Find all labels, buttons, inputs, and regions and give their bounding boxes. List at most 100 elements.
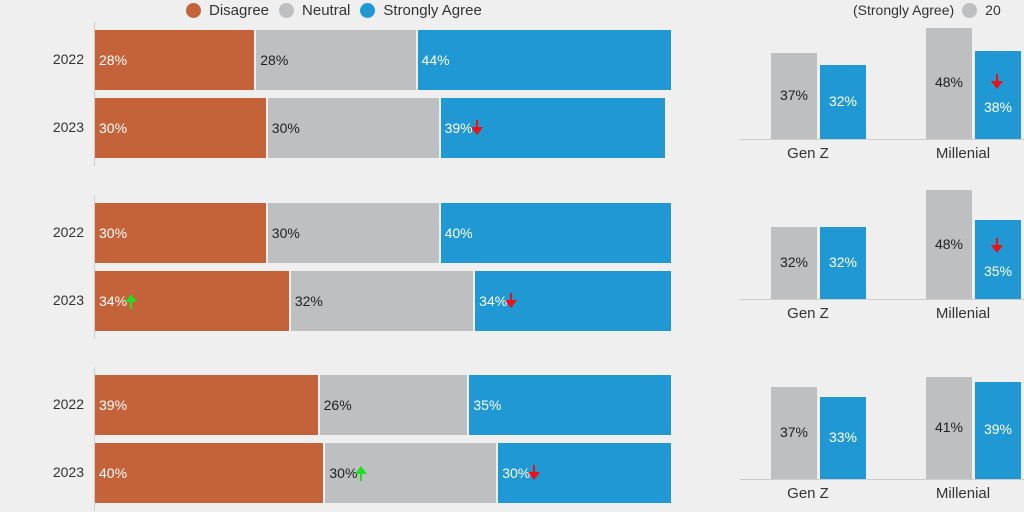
legend-strongly-agree[interactable]: Strongly Agree <box>360 2 482 19</box>
data-label: 34% <box>479 293 508 309</box>
bar-segment-disagree[interactable]: 30% <box>95 98 268 158</box>
arrow-up-icon <box>355 464 368 482</box>
year-label: 2023 <box>52 464 84 480</box>
right-legend-title: (Strongly Agree) <box>853 2 955 18</box>
data-label: 28% <box>99 52 128 68</box>
data-label: 30% <box>99 225 128 241</box>
x-axis-baseline <box>740 139 1024 140</box>
column-bar[interactable]: 32% <box>820 226 866 299</box>
category-label: Millenial <box>935 305 991 322</box>
column-bar[interactable]: 35% <box>975 219 1021 299</box>
stacked-bar-row: 30% 30% 39% <box>95 98 671 158</box>
right-legend-item[interactable]: 20 <box>985 2 1001 18</box>
y-axis-line <box>94 195 95 339</box>
bar-segment-disagree[interactable]: 30% <box>95 203 268 263</box>
year-label: 2022 <box>52 396 84 412</box>
data-label: 39% <box>444 120 473 136</box>
data-label: 39% <box>99 397 128 413</box>
column-bar[interactable]: 32% <box>820 64 866 139</box>
strongly-agree-dot-icon <box>360 3 376 18</box>
data-label: 30% <box>99 120 128 136</box>
stacked-bar-row: 34% 32% 34% <box>95 271 671 331</box>
bar-segment-neutral[interactable]: 32% <box>290 271 476 331</box>
column-bar[interactable]: 33% <box>820 396 866 479</box>
bar-segment-disagree[interactable]: 34% <box>95 271 291 331</box>
column-bar[interactable]: 37% <box>771 53 817 139</box>
data-label: 40% <box>99 465 128 481</box>
year-label: 2022 <box>52 224 84 240</box>
arrow-down-icon <box>991 237 1003 255</box>
data-label: 35% <box>473 397 502 413</box>
legend-disagree[interactable]: Disagree <box>186 2 269 19</box>
bar-segment-disagree[interactable]: 28% <box>95 30 257 90</box>
data-label: 37% <box>779 87 809 104</box>
neutral-dot-icon <box>279 3 295 18</box>
column-bar[interactable]: 38% <box>975 50 1021 139</box>
bar-segment-disagree[interactable]: 39% <box>95 375 320 435</box>
legend-label: Disagree <box>209 2 270 19</box>
data-label: 30% <box>502 465 531 481</box>
data-label: 37% <box>779 423 809 440</box>
column-bar[interactable]: 41% <box>926 376 972 479</box>
legend-dot-icon <box>962 2 978 18</box>
x-axis-baseline <box>740 479 1024 480</box>
bar-segment-strongly-agree[interactable]: 44% <box>417 30 671 90</box>
column-bar[interactable]: 37% <box>771 386 817 479</box>
data-label: 48% <box>934 74 964 91</box>
disagree-dot-icon <box>186 3 201 18</box>
data-label: 30% <box>271 225 300 241</box>
category-label: Gen Z <box>787 145 829 162</box>
stacked-bar-row: 28% 28% 44% <box>95 30 671 90</box>
data-label: 34% <box>99 293 128 309</box>
y-axis-line <box>94 22 95 166</box>
data-label: 32% <box>779 253 809 270</box>
data-label: 39% <box>983 421 1013 438</box>
stacked-bar-row: 39% 26% 35% <box>95 375 671 435</box>
data-label: 40% <box>444 225 473 241</box>
stacked-bar-row: 40% 30% 30% <box>95 443 671 503</box>
arrow-down-icon <box>528 464 541 482</box>
data-label: 30% <box>329 465 358 481</box>
bar-segment-neutral[interactable]: 26% <box>319 375 470 435</box>
bar-segment-strongly-agree[interactable]: 30% <box>498 443 671 503</box>
bar-segment-disagree[interactable]: 40% <box>95 443 326 503</box>
column-bar[interactable]: 32% <box>771 226 817 299</box>
data-label: 32% <box>828 253 858 270</box>
year-label: 2023 <box>52 292 84 308</box>
column-bar[interactable]: 39% <box>975 381 1021 479</box>
data-label: 41% <box>934 418 964 435</box>
right-legend: (Strongly Agree) 20 <box>853 2 1001 18</box>
category-label: Millenial <box>935 145 991 162</box>
year-label: 2023 <box>52 119 84 135</box>
legend-label: Neutral <box>302 2 351 19</box>
arrow-down-icon <box>991 73 1003 91</box>
data-label: 32% <box>828 92 858 109</box>
data-label: 33% <box>828 428 858 445</box>
bar-segment-strongly-agree[interactable]: 34% <box>475 271 671 331</box>
data-label: 35% <box>983 263 1013 280</box>
y-axis-line <box>94 367 95 511</box>
data-label: 32% <box>294 293 323 309</box>
data-label: 38% <box>983 98 1013 115</box>
bar-segment-neutral[interactable]: 28% <box>256 30 418 90</box>
data-label: 28% <box>260 52 289 68</box>
data-label: 30% <box>271 120 300 136</box>
column-bar[interactable]: 48% <box>926 27 972 139</box>
year-label: 2022 <box>52 51 84 67</box>
bar-segment-neutral[interactable]: 30% <box>267 98 441 158</box>
bar-segment-neutral[interactable]: 30% <box>325 443 499 503</box>
column-bar[interactable]: 48% <box>926 190 972 299</box>
legend-neutral[interactable]: Neutral <box>279 2 350 19</box>
category-label: Gen Z <box>787 305 829 322</box>
bar-segment-strongly-agree[interactable]: 40% <box>440 203 671 263</box>
bar-segment-strongly-agree[interactable]: 39% <box>440 98 666 158</box>
bar-segment-neutral[interactable]: 30% <box>267 203 441 263</box>
arrow-down-icon <box>470 119 483 137</box>
x-axis-baseline <box>740 299 1024 300</box>
arrow-up-icon <box>125 292 138 310</box>
bar-segment-strongly-agree[interactable]: 35% <box>469 375 671 435</box>
legend-label: Strongly Agree <box>383 2 482 19</box>
category-label: Gen Z <box>787 485 829 502</box>
legend: Disagree Neutral Strongly Agree <box>186 2 482 19</box>
data-label: 26% <box>323 397 352 413</box>
